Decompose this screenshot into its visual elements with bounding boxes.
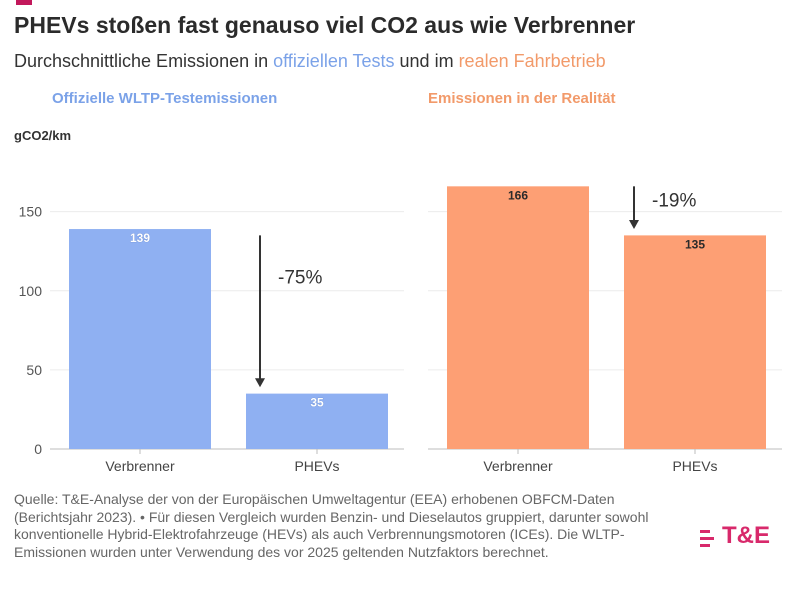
te-logo: T&E [700, 522, 790, 556]
panel-title-real: Emissionen in der Realität [428, 90, 616, 107]
bar-data-label: 166 [508, 188, 528, 202]
logo-stripe [700, 537, 714, 540]
y-tick-label: 150 [19, 204, 43, 220]
bar [69, 229, 211, 449]
accent-bar [16, 0, 32, 5]
annotation-label: -75% [278, 267, 322, 288]
logo-text: T&E [722, 522, 770, 549]
chart-area: 0 50 100 150 139 Verbrenner 35 PHEVs -75% 166 Verb… [19, 186, 782, 474]
y-tick-label: 0 [34, 441, 42, 457]
logo-stripe [700, 544, 710, 547]
annotation-label: -19% [652, 190, 696, 211]
x-tick-label: PHEVs [672, 458, 717, 474]
y-axis-unit: gCO2/km [14, 128, 72, 143]
bar [246, 393, 388, 449]
logo-stripe [700, 530, 710, 533]
subtitle-highlight-real: realen Fahrbetrieb [458, 51, 606, 71]
annotation-arrowhead [629, 220, 639, 230]
bar-data-label: 139 [130, 231, 150, 245]
x-tick-label: Verbrenner [483, 458, 553, 474]
source-note: Quelle: T&E-Analyse der von der Europäis… [14, 491, 649, 560]
bar [447, 186, 589, 449]
panel-title-wltp: Offizielle WLTP-Testemissionen [52, 90, 278, 107]
subtitle-text: Durchschnittliche Emissionen in [14, 51, 274, 71]
y-tick-label: 50 [26, 362, 42, 378]
subtitle-text-middle: und im [394, 51, 459, 71]
y-tick-label: 100 [19, 283, 43, 299]
chart-title: PHEVs stoßen fast genauso viel CO2 aus w… [14, 12, 636, 38]
chart-subtitle: Durchschnittliche Emissionen in offiziel… [14, 51, 606, 72]
bar [624, 235, 766, 449]
subtitle-highlight-tests: offiziellen Tests [273, 51, 395, 71]
annotation-arrowhead [255, 378, 265, 388]
bar-data-label: 135 [685, 237, 705, 251]
x-tick-label: Verbrenner [105, 458, 175, 474]
x-tick-label: PHEVs [294, 458, 339, 474]
bar-data-label: 35 [310, 396, 324, 410]
